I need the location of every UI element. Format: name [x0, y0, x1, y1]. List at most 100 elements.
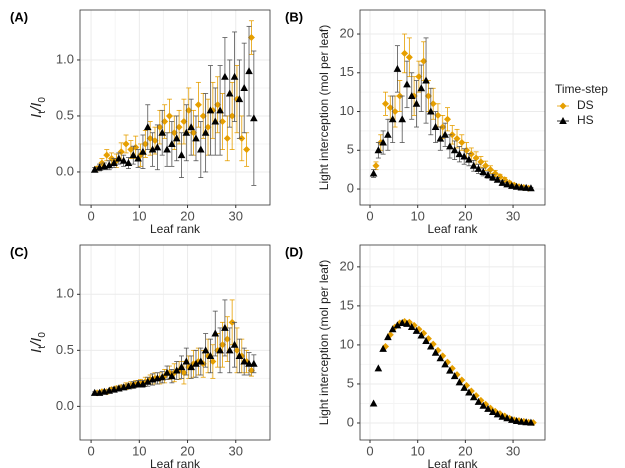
point — [488, 408, 497, 416]
point — [465, 388, 473, 396]
panel-label: (C) — [10, 244, 28, 259]
plot-border — [79, 9, 271, 206]
point — [517, 417, 526, 425]
point — [199, 112, 207, 120]
point — [427, 107, 435, 115]
point — [382, 100, 390, 108]
point — [182, 128, 191, 136]
point — [441, 130, 449, 138]
point — [479, 167, 488, 175]
point — [469, 161, 478, 169]
legend-title: Time-step — [555, 82, 608, 96]
point — [230, 340, 239, 348]
point — [158, 128, 167, 136]
y-tick-label: 10 — [340, 103, 354, 118]
point — [369, 399, 378, 407]
point — [115, 154, 123, 162]
point — [201, 346, 210, 354]
point — [192, 359, 200, 367]
y-tick-label: 0.0 — [56, 163, 74, 178]
point — [228, 112, 236, 120]
point — [472, 154, 480, 162]
point — [374, 146, 383, 154]
plot-border — [359, 244, 546, 441]
point — [384, 130, 392, 138]
y-axis-label: It/I0 — [28, 332, 48, 353]
point — [460, 152, 468, 160]
y-axis-label-part: 0 — [37, 97, 48, 103]
point — [465, 155, 473, 163]
point — [479, 401, 488, 409]
y-tick-label: 20 — [340, 258, 354, 273]
point — [139, 379, 147, 387]
point — [482, 162, 490, 170]
point — [415, 73, 423, 81]
point — [441, 360, 449, 368]
point — [379, 344, 387, 352]
point — [503, 414, 511, 422]
point — [374, 364, 383, 372]
point — [156, 123, 164, 131]
point — [134, 154, 142, 162]
point — [429, 100, 437, 108]
point — [206, 351, 215, 359]
y-tick-label: 15 — [340, 297, 354, 312]
point — [230, 72, 239, 80]
point — [393, 321, 402, 329]
legend-label: DS — [577, 98, 594, 112]
point — [443, 115, 451, 123]
point — [522, 418, 530, 426]
y-tick-label: 20 — [340, 25, 354, 40]
point — [165, 112, 173, 120]
point — [493, 175, 502, 183]
point — [196, 357, 205, 365]
point — [398, 115, 406, 123]
point — [90, 388, 99, 396]
point — [386, 104, 394, 112]
point — [245, 359, 253, 367]
point — [391, 108, 399, 116]
y-axis-label-part: /I — [28, 103, 45, 112]
point — [103, 151, 111, 159]
x-tick-label: 20 — [458, 208, 472, 223]
point — [153, 143, 162, 151]
point — [110, 158, 118, 166]
point — [122, 140, 130, 148]
point — [168, 372, 176, 380]
point — [235, 351, 244, 359]
x-axis-label: Leaf rank — [427, 457, 478, 468]
point — [225, 89, 234, 97]
point — [407, 322, 416, 330]
point — [180, 118, 188, 126]
x-tick-label: 10 — [410, 443, 424, 458]
point — [206, 106, 215, 114]
point — [141, 140, 149, 148]
point — [192, 134, 200, 142]
point — [187, 363, 195, 371]
point — [434, 111, 442, 119]
x-tick-label: 10 — [132, 443, 146, 458]
point — [223, 134, 231, 142]
point — [508, 181, 516, 189]
x-tick-label: 30 — [229, 208, 243, 223]
point — [211, 329, 220, 337]
x-axis-label: Leaf rank — [427, 222, 478, 236]
plot-border — [359, 9, 546, 206]
y-tick-label: 1.0 — [56, 286, 74, 301]
point — [219, 118, 226, 126]
y-tick-label: 5 — [347, 375, 354, 390]
y-axis-label-part: t — [37, 346, 48, 349]
plot-border — [79, 244, 271, 441]
point — [403, 319, 411, 327]
point — [405, 53, 413, 61]
point — [163, 145, 171, 153]
point — [158, 373, 167, 381]
point — [240, 83, 249, 91]
point — [431, 348, 440, 356]
point — [214, 101, 222, 109]
point — [235, 95, 244, 103]
x-tick-label: 10 — [132, 208, 146, 223]
point — [422, 337, 430, 345]
point — [559, 117, 567, 124]
